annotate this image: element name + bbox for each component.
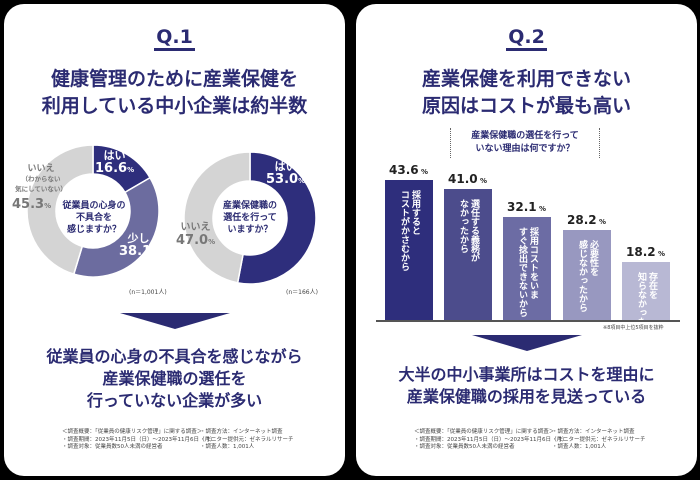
d1-sample-size: (n＝1,001人) xyxy=(129,289,167,296)
bar-value-2: 32.1 % xyxy=(507,200,547,215)
d1-yes-label: はい 16.6% xyxy=(95,149,135,176)
q1-footer-left: ＜調査概要：「従業員の健康リスク管理」に関する調査＞ ・調査期間：2023年11月… xyxy=(62,429,216,450)
bar-4: 存在を 知らなかった xyxy=(622,261,670,326)
q1-footer-right: ・調査方法：インターネット調査 ・モニター提供元：ゼネラルリサーチ ・調査人数：1,… xyxy=(200,429,294,450)
chart-baseline xyxy=(376,320,680,322)
down-arrow-icon xyxy=(120,313,230,329)
q2-conclusion: 大半の中小事業所はコストを理由に 産業保健職の採用を見送っている xyxy=(398,365,655,406)
bar-2: 採用コストをいま すぐ捻出できないから xyxy=(503,217,551,320)
bar-1: 選任する義務が なかったから xyxy=(444,188,492,320)
d1-center-question: 従業員の心身の 不具合を 感じますか？ xyxy=(62,201,126,235)
bar-label-1: 選任する義務が なかったから xyxy=(458,198,479,262)
bar-chart: 採用すると コストがかさむから 43.6 % 選任する義務が なかったから 41.0 % 採… xyxy=(378,134,678,326)
q2-label: Q.2 xyxy=(356,26,697,51)
q1-title: 健康管理のために産業保健を 利用している中小企業は約半数 xyxy=(41,68,308,117)
q2-card: Q.2 産業保健を利用できない 原因はコストが最も高い 産業保健職の選任を行ってい… xyxy=(356,4,697,476)
d2-slice-1 xyxy=(183,151,251,284)
q1-conclusion: 従業員の心身の不具合を感じながら 産業保健職の選任を 行っていない企業が多い xyxy=(46,347,303,410)
bar-value-0: 43.6 % xyxy=(389,163,429,178)
chart-note: ※8項目中上位5項目を抜粋 xyxy=(603,325,664,331)
bar-value-1: 41.0 % xyxy=(448,171,488,186)
q2-footer-left: ＜調査概要：「従業員の健康リスク管理」に関する調査＞ ・調査期間：2023年11月… xyxy=(414,429,568,450)
q1-card: Q.1 健康管理のために産業保健を 利用している中小企業は約半数 はい 16.6% … xyxy=(4,4,345,476)
d1-slice-2 xyxy=(26,144,94,276)
bar-3: 必要性を 感じなかったから xyxy=(563,229,611,320)
q1-label: Q.1 xyxy=(4,26,345,51)
d2-no-label: いいえ 47.0% xyxy=(176,222,216,248)
donut-charts xyxy=(26,144,317,285)
bar-label-4: 存在を 知らなかった xyxy=(636,271,657,326)
bar-value-4: 18.2 % xyxy=(626,244,666,259)
d1-little-label: 少し 38.1% xyxy=(119,232,159,259)
d2-yes-label: はい 53.0% xyxy=(266,160,306,187)
d2-sample-size: (n＝166人) xyxy=(286,289,318,296)
d1-slice-1 xyxy=(72,176,160,278)
q2-footer-right: ・調査方法：インターネット調査 ・モニター提供元：ゼネラルリサーチ ・調査人数：1,… xyxy=(552,429,646,450)
bar-0: 採用すると コストがかさむから xyxy=(385,180,433,320)
bar-label-2: 採用コストをいま すぐ捻出できないから xyxy=(517,227,538,318)
d1-no-label: いいえ （わからない 気にしていない） 45.3% xyxy=(12,164,67,212)
down-arrow-icon xyxy=(472,335,582,351)
d2-center-question: 産業保健職の 選任を行って いますか？ xyxy=(222,201,277,235)
q2-title: 産業保健を利用できない 原因はコストが最も高い xyxy=(421,68,631,117)
bar-label-0: 採用すると コストがかさむから xyxy=(399,190,420,272)
bar-label-3: 必要性を 感じなかったから xyxy=(577,239,598,312)
q2-question: 産業保健職の選任を行って いない理由は何ですか？ xyxy=(450,128,600,158)
d2-slice-0 xyxy=(236,151,317,285)
bar-value-3: 28.2 % xyxy=(567,212,607,227)
